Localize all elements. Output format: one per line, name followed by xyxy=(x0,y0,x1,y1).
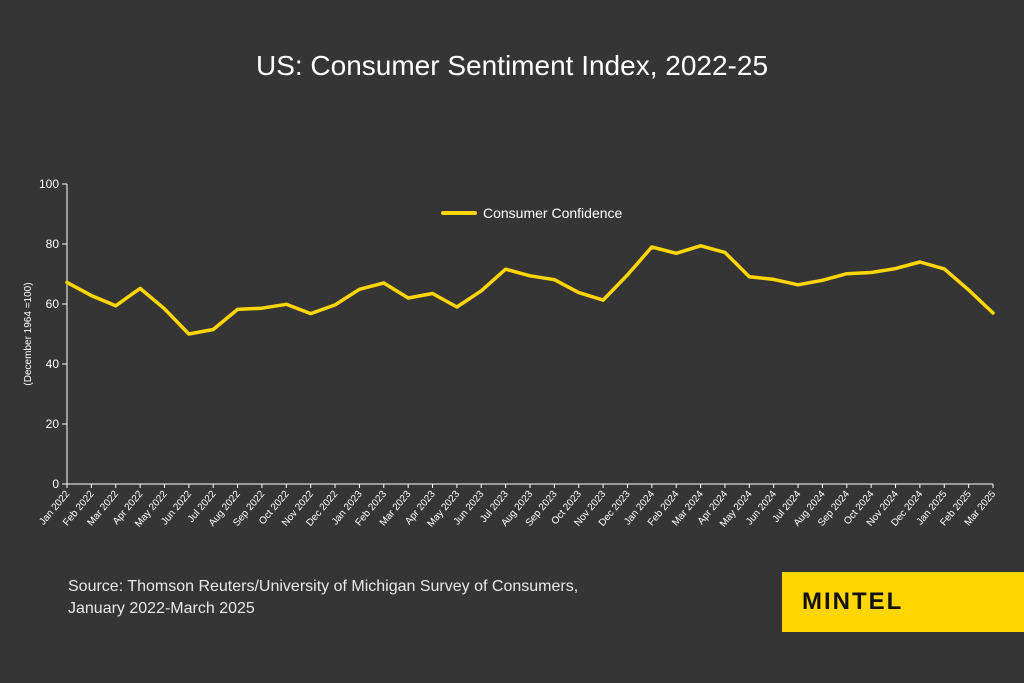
source-line-2: January 2022-March 2025 xyxy=(68,600,255,617)
data-point xyxy=(406,296,410,300)
chart-title: US: Consumer Sentiment Index, 2022-25 xyxy=(255,50,769,81)
data-point xyxy=(236,308,239,311)
y-axis-label: (December 1964 =100) xyxy=(23,282,34,385)
y-tick-label: 0 xyxy=(52,477,59,491)
source-line-1: Source: Thomson Reuters/University of Mi… xyxy=(68,578,579,595)
source-note: Source: Thomson Reuters/University of Mi… xyxy=(68,576,578,620)
mintel-logo: MINTEL xyxy=(782,572,1024,632)
y-tick-label: 60 xyxy=(46,297,60,311)
y-tick-label: 100 xyxy=(39,177,59,191)
data-point xyxy=(650,245,654,249)
data-point xyxy=(382,281,385,285)
data-point xyxy=(553,278,556,281)
series-line-consumer-confidence xyxy=(65,244,995,336)
data-point xyxy=(943,267,946,271)
data-point xyxy=(699,244,702,247)
y-tick-label: 20 xyxy=(46,417,60,431)
y-tick-label: 40 xyxy=(46,357,60,371)
data-point xyxy=(187,332,191,336)
legend-label: Consumer Confidence xyxy=(483,205,623,221)
data-point xyxy=(163,307,166,310)
data-point xyxy=(212,328,215,331)
y-tick-label: 80 xyxy=(46,237,60,251)
logo-text: MINTEL xyxy=(802,588,904,615)
data-point xyxy=(90,294,93,297)
data-point xyxy=(260,307,264,310)
data-point xyxy=(480,289,483,292)
data-point xyxy=(431,292,434,295)
data-point xyxy=(723,251,727,254)
chart-series xyxy=(65,244,995,336)
data-point xyxy=(601,298,605,302)
data-point xyxy=(772,278,775,281)
data-point xyxy=(626,273,629,277)
data-point xyxy=(358,288,361,291)
data-point xyxy=(991,311,995,315)
data-point xyxy=(114,304,117,307)
data-point xyxy=(504,268,507,271)
data-point xyxy=(869,271,873,274)
data-point xyxy=(455,305,459,309)
data-point xyxy=(675,252,678,255)
data-point xyxy=(138,287,142,290)
chart-axes: (December 1964 =100) xyxy=(23,184,993,485)
data-point xyxy=(65,281,69,284)
data-point xyxy=(309,312,312,315)
data-point xyxy=(918,260,922,264)
data-point xyxy=(796,283,800,286)
data-point xyxy=(285,303,288,306)
data-point xyxy=(333,303,337,307)
data-point xyxy=(845,272,848,275)
data-point xyxy=(577,291,580,294)
data-point xyxy=(894,267,897,270)
data-point xyxy=(821,279,824,282)
chart-legend: Consumer Confidence xyxy=(441,205,623,221)
data-point xyxy=(528,274,532,277)
data-point xyxy=(967,288,970,292)
data-point xyxy=(748,275,751,278)
